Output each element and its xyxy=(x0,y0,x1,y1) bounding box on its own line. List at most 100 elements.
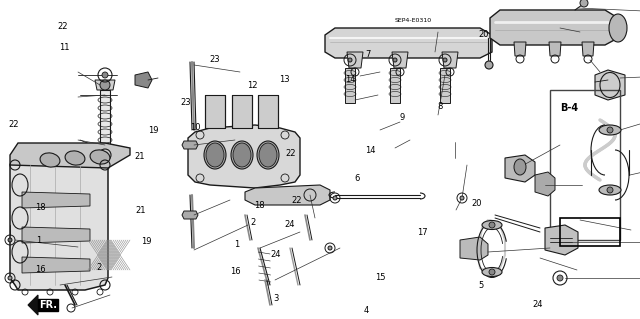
Circle shape xyxy=(489,269,495,275)
Polygon shape xyxy=(182,141,198,149)
Ellipse shape xyxy=(482,220,502,229)
Polygon shape xyxy=(595,70,625,100)
Text: 5: 5 xyxy=(479,281,484,290)
Ellipse shape xyxy=(65,151,85,165)
Text: 13: 13 xyxy=(279,75,289,84)
Ellipse shape xyxy=(90,150,110,164)
Polygon shape xyxy=(182,211,198,219)
Polygon shape xyxy=(345,68,355,103)
Polygon shape xyxy=(258,95,278,128)
Polygon shape xyxy=(10,143,130,168)
Polygon shape xyxy=(232,95,252,128)
Text: 17: 17 xyxy=(417,228,428,237)
Text: 10: 10 xyxy=(190,123,200,132)
Text: 11: 11 xyxy=(59,43,69,52)
Circle shape xyxy=(489,222,495,228)
Text: 16: 16 xyxy=(230,267,241,276)
Polygon shape xyxy=(100,90,110,150)
Text: 12: 12 xyxy=(248,81,258,90)
Circle shape xyxy=(8,276,12,280)
Text: 22: 22 xyxy=(9,120,19,129)
Circle shape xyxy=(333,196,337,200)
Polygon shape xyxy=(95,80,115,90)
Polygon shape xyxy=(22,227,90,243)
Polygon shape xyxy=(10,158,108,290)
Polygon shape xyxy=(205,95,225,128)
Ellipse shape xyxy=(259,143,277,167)
Polygon shape xyxy=(325,28,492,58)
Ellipse shape xyxy=(233,143,251,167)
Text: 23: 23 xyxy=(209,55,220,63)
Polygon shape xyxy=(28,295,55,315)
Circle shape xyxy=(100,80,110,90)
Text: 24: 24 xyxy=(270,250,280,259)
Polygon shape xyxy=(582,42,594,56)
Circle shape xyxy=(348,58,352,62)
Text: 14: 14 xyxy=(365,146,375,155)
Polygon shape xyxy=(505,155,535,182)
Text: 8: 8 xyxy=(438,102,443,111)
Bar xyxy=(560,218,620,246)
Circle shape xyxy=(460,196,464,200)
Polygon shape xyxy=(442,52,458,68)
Text: 21: 21 xyxy=(136,206,146,215)
Ellipse shape xyxy=(231,141,253,169)
Text: 19: 19 xyxy=(148,126,159,135)
Text: FR.: FR. xyxy=(39,300,57,310)
Polygon shape xyxy=(514,42,526,56)
Circle shape xyxy=(443,58,447,62)
Ellipse shape xyxy=(40,153,60,167)
Polygon shape xyxy=(440,68,450,103)
Circle shape xyxy=(328,246,332,250)
Ellipse shape xyxy=(599,125,621,135)
Text: 21: 21 xyxy=(134,152,145,161)
Text: 22: 22 xyxy=(285,149,296,158)
Text: 9: 9 xyxy=(399,113,404,122)
Circle shape xyxy=(557,275,563,281)
Ellipse shape xyxy=(482,268,502,277)
Circle shape xyxy=(580,0,588,7)
Text: 2: 2 xyxy=(97,263,102,272)
Text: 22: 22 xyxy=(58,22,68,31)
Polygon shape xyxy=(490,10,618,45)
Text: 3: 3 xyxy=(274,294,279,303)
Text: 24: 24 xyxy=(284,220,294,229)
Polygon shape xyxy=(549,42,561,56)
Circle shape xyxy=(102,72,108,78)
Polygon shape xyxy=(245,185,330,205)
Text: 2: 2 xyxy=(250,218,255,227)
Ellipse shape xyxy=(206,143,224,167)
Text: 24: 24 xyxy=(532,300,543,309)
Text: 1: 1 xyxy=(234,241,239,249)
Circle shape xyxy=(393,58,397,62)
Ellipse shape xyxy=(485,61,493,69)
Circle shape xyxy=(607,127,613,133)
Text: B-4: B-4 xyxy=(561,103,579,113)
Text: 6: 6 xyxy=(355,174,360,182)
Polygon shape xyxy=(535,172,555,196)
Text: 20: 20 xyxy=(472,199,482,208)
Polygon shape xyxy=(101,150,109,160)
Polygon shape xyxy=(347,52,363,68)
Polygon shape xyxy=(390,68,400,103)
Text: SEP4-E0310: SEP4-E0310 xyxy=(394,18,431,23)
Text: 7: 7 xyxy=(365,50,371,59)
Ellipse shape xyxy=(609,14,627,42)
Text: 1: 1 xyxy=(36,236,41,245)
Text: 14: 14 xyxy=(346,75,356,84)
Polygon shape xyxy=(188,125,300,188)
Ellipse shape xyxy=(599,185,621,195)
Text: 20: 20 xyxy=(478,30,488,39)
Ellipse shape xyxy=(257,141,279,169)
Circle shape xyxy=(607,187,613,193)
Polygon shape xyxy=(545,225,578,255)
Polygon shape xyxy=(22,257,90,273)
Text: 18: 18 xyxy=(254,201,264,210)
Polygon shape xyxy=(460,237,488,260)
Text: 18: 18 xyxy=(35,203,45,212)
Text: 16: 16 xyxy=(35,265,45,274)
Text: 15: 15 xyxy=(376,273,386,282)
Text: 19: 19 xyxy=(141,237,151,246)
Text: 23: 23 xyxy=(180,98,191,107)
Polygon shape xyxy=(392,52,408,68)
